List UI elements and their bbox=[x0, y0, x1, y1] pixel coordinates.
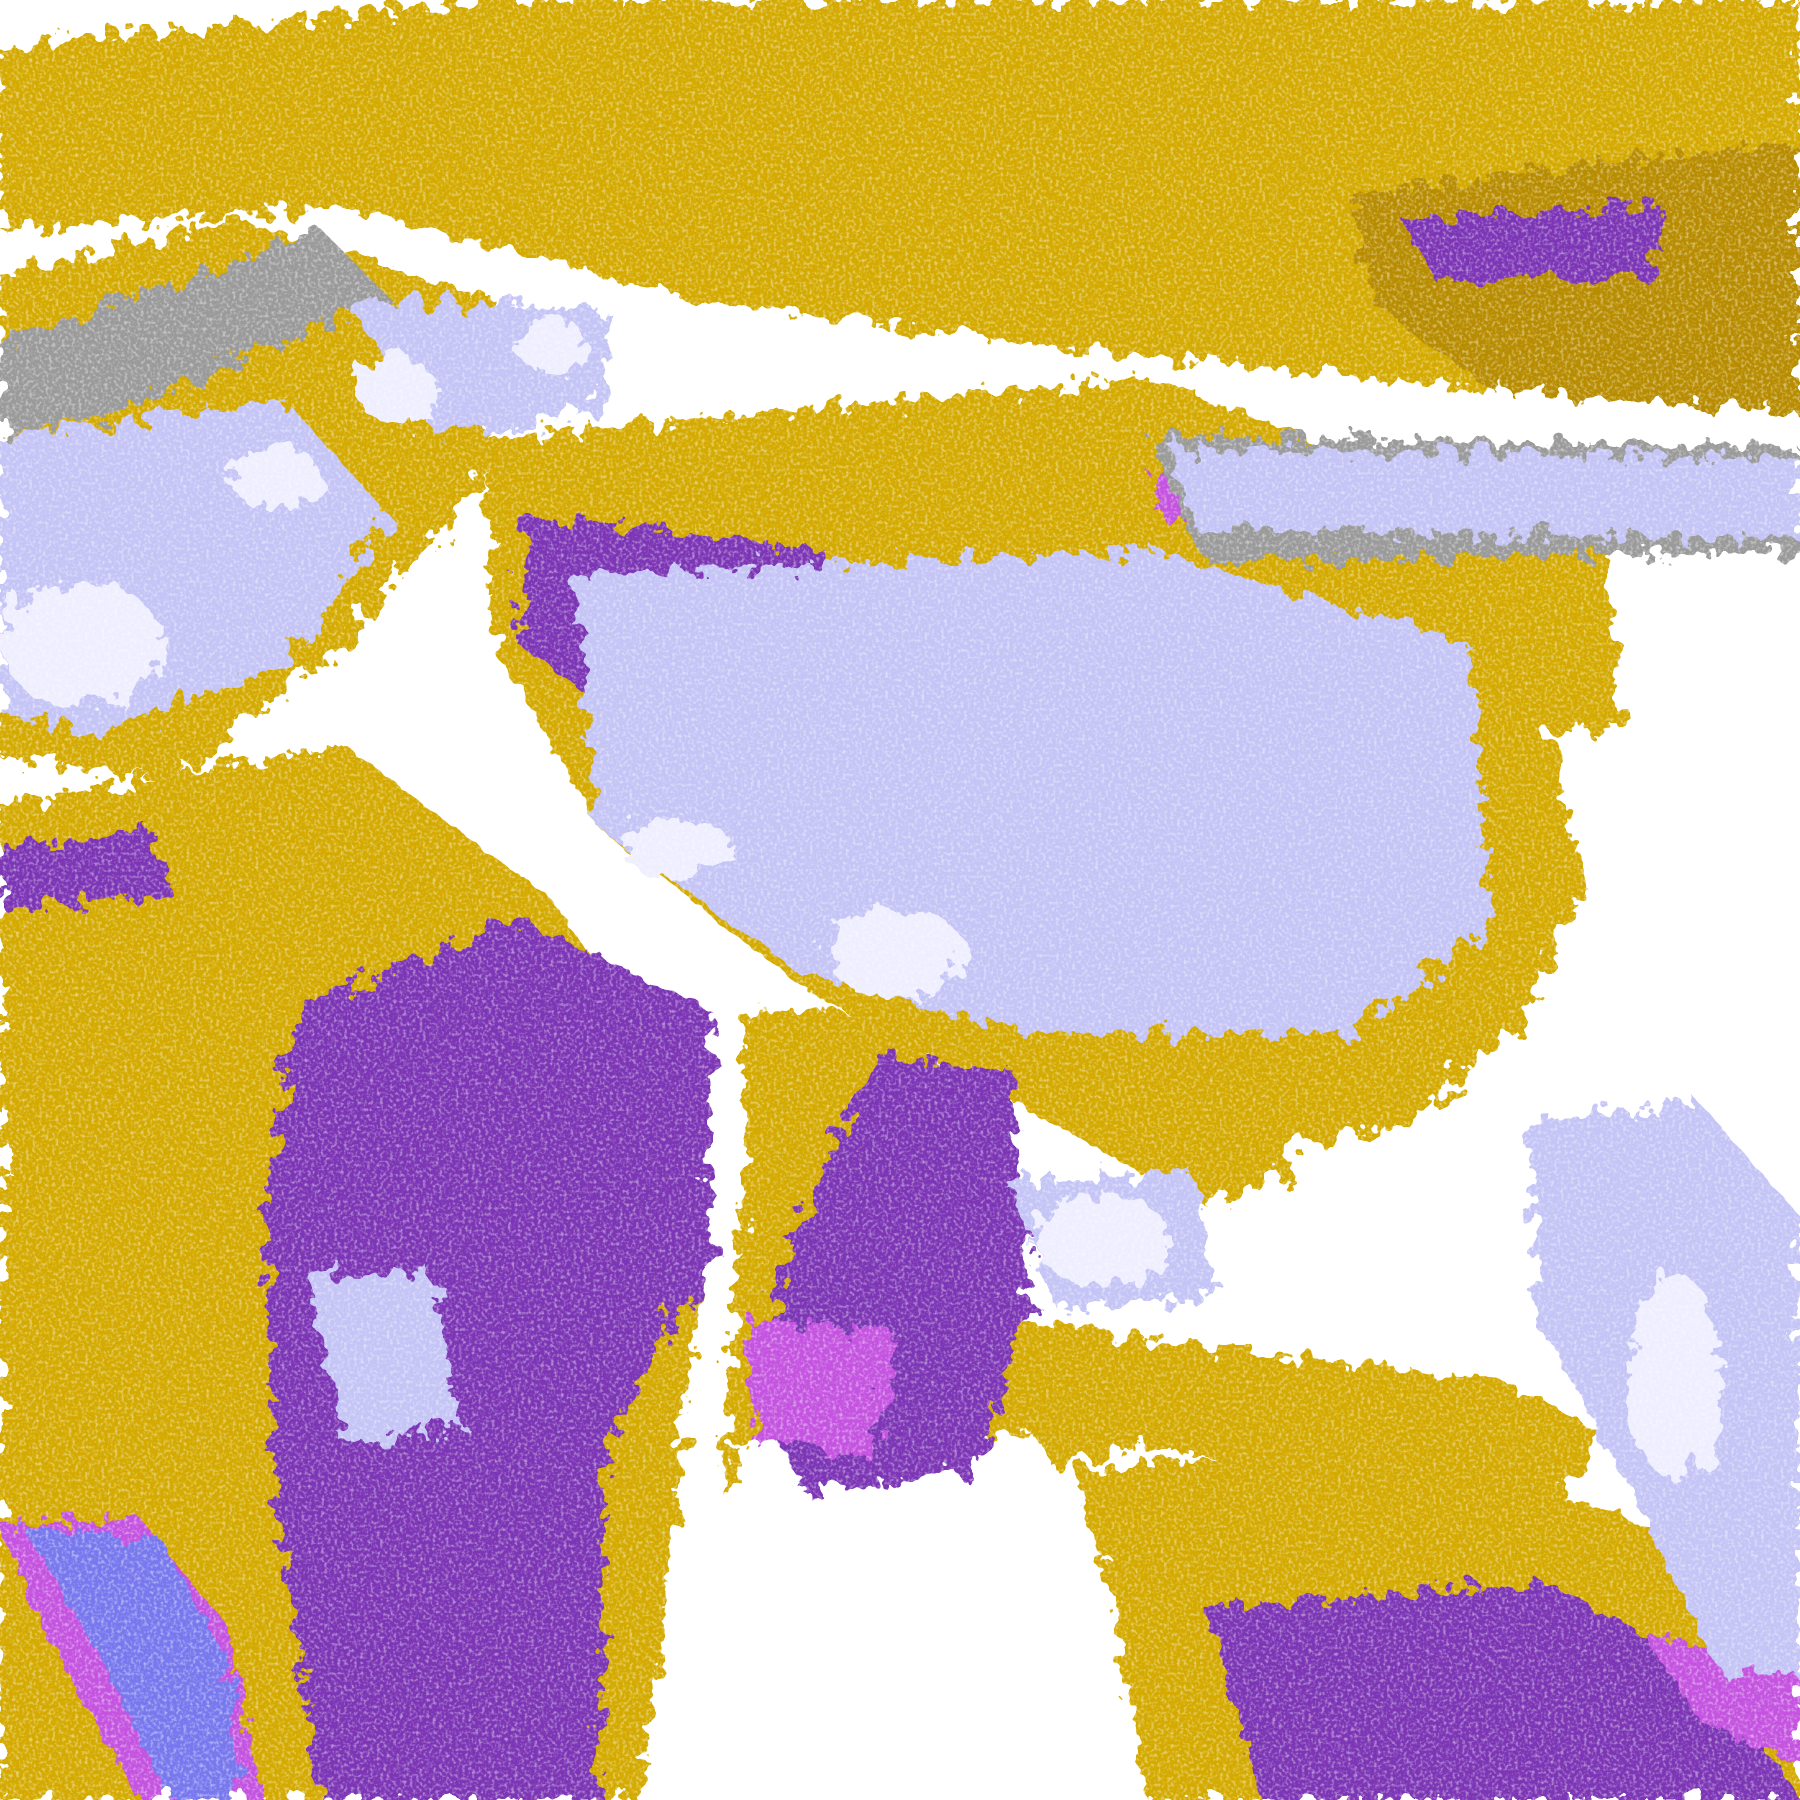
texture-speckle bbox=[0, 0, 1800, 1800]
satellite-classification-map bbox=[0, 0, 1800, 1800]
